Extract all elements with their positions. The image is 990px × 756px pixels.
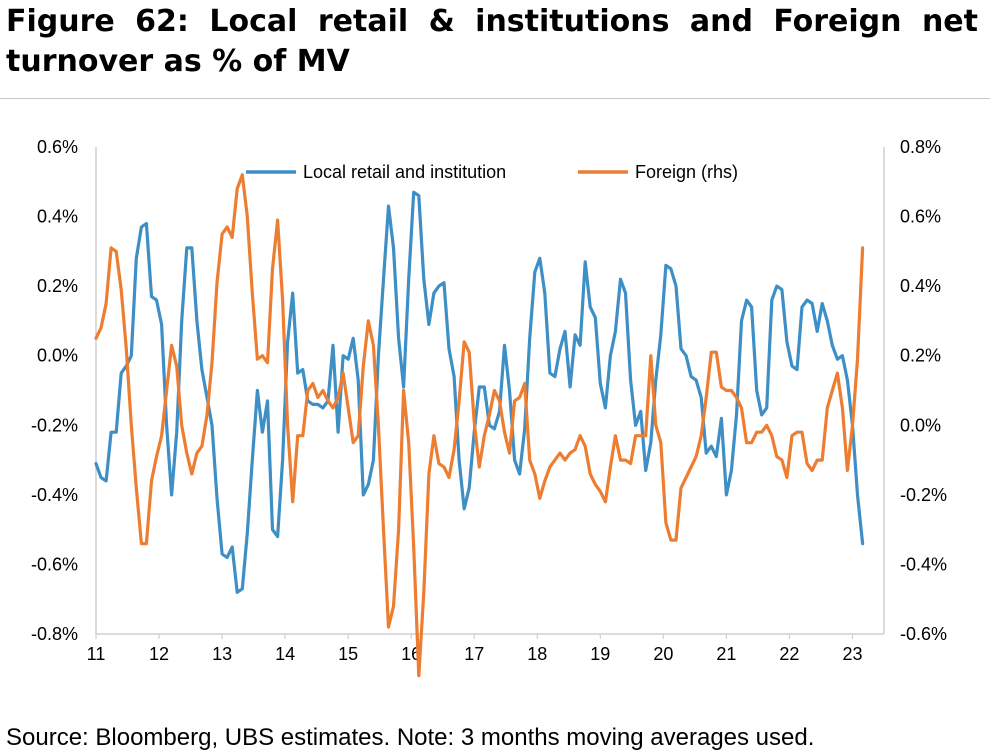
y-left-tick-label: -0.8%	[31, 624, 78, 644]
source-note: Source: Bloomberg, UBS estimates. Note: …	[6, 724, 815, 751]
y-right-tick-label: -0.4%	[900, 554, 947, 574]
x-tick-label: 13	[212, 644, 232, 664]
x-tick-label: 21	[716, 644, 736, 664]
legend-label-local-retail: Local retail and institution	[303, 162, 506, 182]
series-lines	[94, 173, 865, 678]
axes	[95, 147, 885, 639]
y-left-tick-label: 0.2%	[37, 276, 78, 296]
y-left-tick-label: 0.0%	[37, 346, 78, 366]
series-line-local-retail	[94, 190, 865, 594]
x-tick-label: 15	[338, 644, 358, 664]
legend-label-foreign: Foreign (rhs)	[635, 162, 738, 182]
y-left-tick-label: -0.4%	[31, 485, 78, 505]
y-left-tick-label: -0.2%	[31, 415, 78, 435]
x-tick-label: 11	[87, 644, 106, 664]
y-right-tick-label: 0.2%	[900, 346, 941, 366]
y-left-tick-label: 0.4%	[37, 207, 78, 227]
x-tick-label: 14	[275, 644, 295, 664]
y-left-tick-label: 0.6%	[37, 137, 78, 157]
x-tick-label: 17	[464, 644, 484, 664]
tick-labels: 0.6% 0.4% 0.2% 0.0% -0.2% -0.4% -0.6% -0.8% 0.8%…	[31, 137, 947, 664]
x-tick-label: 20	[653, 644, 673, 664]
x-tick-label: 12	[149, 644, 169, 664]
legend: Local retail and institution Foreign (rhs…	[246, 162, 738, 182]
x-tick-label: 18	[527, 644, 547, 664]
y-right-tick-label: -0.2%	[900, 485, 947, 505]
x-tick-label: 22	[779, 644, 799, 664]
y-right-tick-label: 0.8%	[900, 137, 941, 157]
y-right-tick-label: 0.6%	[900, 207, 941, 227]
chart: 0.6% 0.4% 0.2% 0.0% -0.2% -0.4% -0.6% -0.8% 0.8%…	[31, 137, 947, 678]
y-right-tick-label: 0.0%	[900, 415, 941, 435]
y-right-tick-label: -0.6%	[900, 624, 947, 644]
x-tick-label: 23	[842, 644, 862, 664]
y-right-tick-label: 0.4%	[900, 276, 941, 296]
series-line-foreign	[94, 173, 865, 678]
title-divider	[0, 98, 990, 99]
page-title: Figure 62: Local retail & institutions a…	[6, 4, 978, 79]
y-left-tick-label: -0.6%	[31, 554, 78, 574]
x-tick-label: 19	[590, 644, 610, 664]
